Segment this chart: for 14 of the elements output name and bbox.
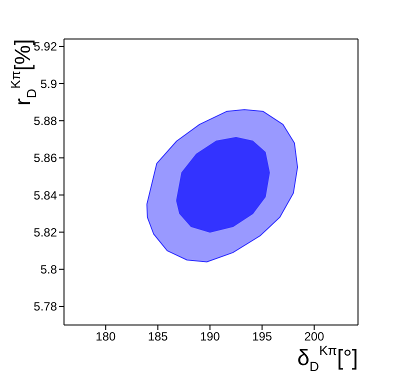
y-tick-label: 5.82	[34, 225, 58, 240]
y-tick-label: 5.86	[34, 151, 58, 166]
y-tick-label: 5.88	[34, 114, 58, 128]
y-tick-label: 5.92	[34, 40, 58, 54]
x-tick-label: 185	[148, 330, 168, 344]
y-tick-label: 5.8	[40, 262, 58, 277]
x-tick-label: 180	[96, 330, 116, 344]
x-tick-label: 195	[252, 330, 272, 344]
x-tick-label: 190	[200, 330, 220, 344]
y-tick-label: 5.78	[34, 300, 58, 314]
x-axis-title: δ$_{D}$$^{Kπ}$[°]	[297, 343, 358, 374]
y-tick-label: 5.9	[40, 76, 58, 91]
x-tick-label: 200	[304, 330, 325, 344]
y-tick-label: 5.84	[34, 188, 58, 202]
